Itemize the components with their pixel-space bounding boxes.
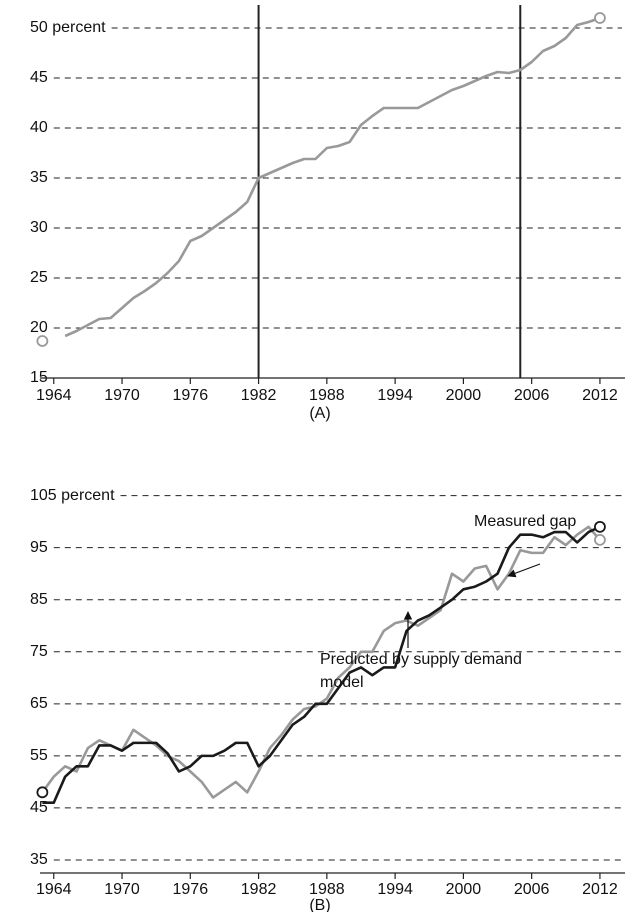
x-tick-label: 1970 <box>104 387 140 404</box>
y-tick-label: 45 <box>30 69 48 86</box>
y-tick-label: 35 <box>30 169 48 186</box>
series-line <box>42 525 601 805</box>
x-tick-label: 1994 <box>377 387 413 404</box>
marker <box>594 533 606 546</box>
y-tick-label: 25 <box>30 269 48 286</box>
marker <box>594 520 606 533</box>
annotation-text: Predicted by supply demand model <box>320 651 522 691</box>
y-tick-label: 50 percent <box>30 19 106 36</box>
marker <box>36 335 49 347</box>
x-tick-label: 2000 <box>446 881 482 898</box>
x-tick-label: 2012 <box>582 881 618 898</box>
x-tick-label: 1994 <box>377 881 413 898</box>
panel-label: (A) <box>309 405 330 422</box>
x-tick-label: 2012 <box>582 387 618 404</box>
annotation: Predicted by supply demand model <box>320 651 522 691</box>
panel-label: (B) <box>309 897 330 912</box>
y-tick-label: 105 percent <box>30 487 115 504</box>
y-tick-label: 85 <box>30 591 48 608</box>
y-tick-label: 55 <box>30 747 48 764</box>
x-tick-label: 2006 <box>514 881 550 898</box>
x-tick-label: 1976 <box>173 881 209 898</box>
y-tick-label: 65 <box>30 695 48 712</box>
arrow <box>507 563 541 578</box>
y-tick-label: 40 <box>30 119 48 136</box>
marker <box>36 786 49 799</box>
series-line <box>64 16 601 338</box>
y-tick-label: 20 <box>30 319 48 336</box>
annotation-text: Measured gap <box>474 513 577 530</box>
x-tick-label: 1982 <box>241 387 277 404</box>
x-tick-label: 1976 <box>173 387 209 404</box>
y-tick-label: 95 <box>30 539 48 556</box>
x-tick-label: 1988 <box>309 881 345 898</box>
x-tick-label: 1964 <box>36 387 72 404</box>
x-tick-label: 1988 <box>309 387 345 404</box>
marker <box>594 12 606 24</box>
x-tick-label: 1982 <box>241 881 277 898</box>
y-tick-label: 75 <box>30 643 48 660</box>
y-tick-label: 30 <box>30 219 48 236</box>
annotation: Measured gap <box>474 513 577 530</box>
x-tick-label: 1964 <box>36 881 72 898</box>
x-tick-label: 1970 <box>104 881 140 898</box>
y-tick-label: 35 <box>30 851 48 868</box>
x-tick-label: 2006 <box>514 387 550 404</box>
x-tick-label: 2000 <box>446 387 482 404</box>
series-line <box>41 525 601 799</box>
y-tick-label: 15 <box>30 369 48 386</box>
